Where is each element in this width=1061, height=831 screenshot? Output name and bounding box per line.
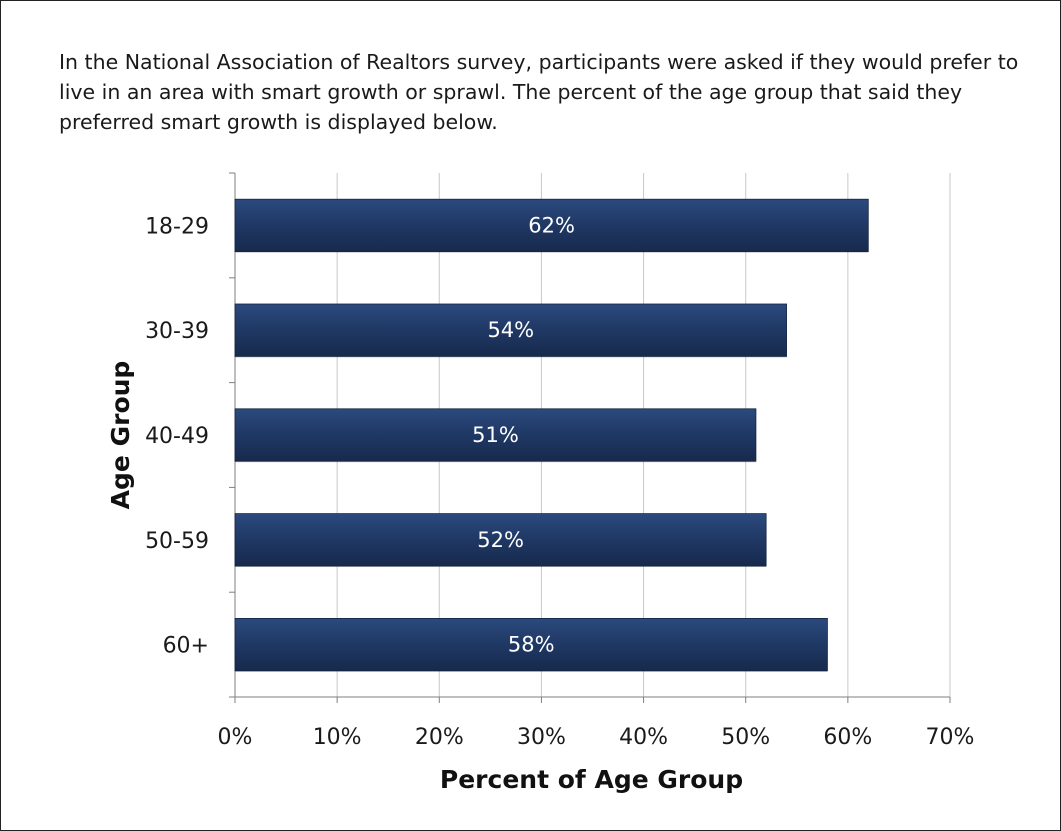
x-tick-label: 50% [721,725,770,750]
data-label: 62% [528,213,575,237]
y-category-label: 30-39 [145,319,209,344]
bars [234,198,869,672]
data-label: 51% [472,423,519,447]
bar [234,408,757,462]
y-category-label: 40-49 [145,424,209,449]
y-category-label: 60+ [163,634,209,659]
x-tick-label: 20% [415,725,464,750]
x-axis-title: Percent of Age Group [440,765,743,794]
data-label: 54% [487,318,534,342]
labels: 0% 10% 20% 30% 40% 50% 60% 70% 62% 18-29 54% 30-39 5… [106,213,974,794]
x-tick-label: 0% [218,725,253,750]
y-category-label: 18-29 [145,214,209,239]
bar [234,513,767,567]
x-tick-label: 40% [619,725,668,750]
figure-caption: In the National Association of Realtors … [59,50,1019,134]
x-tick-label: 70% [926,725,975,750]
y-category-label: 50-59 [145,529,209,554]
x-tick-label: 60% [823,725,872,750]
data-label: 58% [508,633,555,657]
bar [234,198,869,252]
x-tick-label: 10% [313,725,362,750]
data-label: 52% [477,528,524,552]
bar [234,618,828,672]
y-axis-title: Age Group [106,361,135,510]
x-tick-label: 30% [517,725,566,750]
bar [234,303,787,357]
